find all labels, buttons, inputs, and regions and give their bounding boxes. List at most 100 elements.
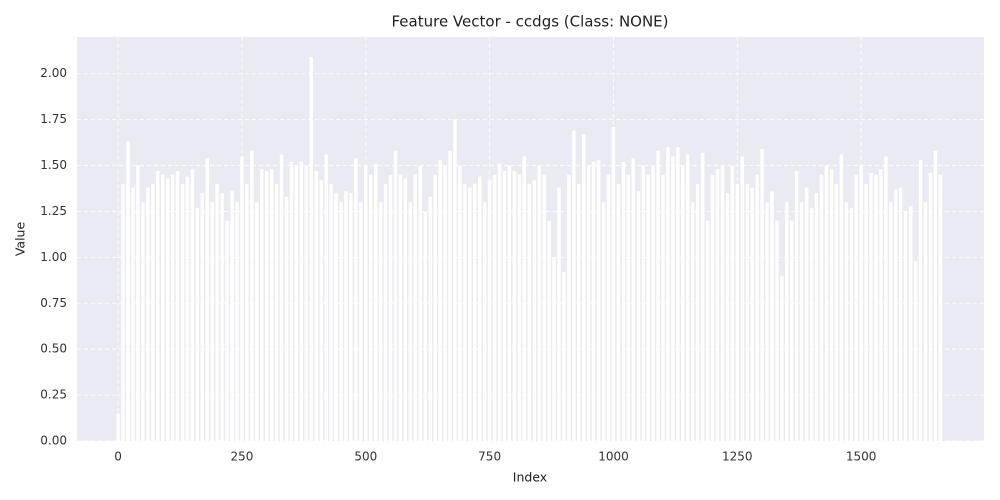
bar bbox=[626, 174, 631, 441]
bar bbox=[785, 202, 789, 441]
bar bbox=[725, 193, 730, 441]
bar bbox=[473, 183, 477, 441]
y-tick-label: 0.25 bbox=[40, 388, 67, 402]
x-tick-label: 500 bbox=[354, 450, 377, 464]
bar bbox=[735, 183, 740, 441]
bar bbox=[453, 119, 457, 442]
bar bbox=[730, 165, 735, 441]
bar bbox=[398, 174, 403, 441]
bar bbox=[116, 413, 120, 441]
bar bbox=[250, 150, 254, 441]
bar bbox=[522, 156, 527, 441]
bar bbox=[304, 165, 309, 441]
bar bbox=[686, 154, 690, 441]
bar bbox=[314, 171, 318, 441]
bar bbox=[834, 183, 839, 441]
bar bbox=[210, 202, 214, 441]
bar bbox=[527, 183, 531, 441]
bar bbox=[160, 174, 165, 441]
bar bbox=[765, 202, 769, 441]
x-axis-label: Index bbox=[513, 470, 547, 485]
bar bbox=[264, 171, 269, 441]
bar bbox=[185, 176, 190, 441]
y-tick-label: 1.00 bbox=[40, 250, 67, 264]
bar bbox=[354, 158, 358, 441]
bar bbox=[468, 187, 472, 441]
bar bbox=[458, 165, 462, 441]
bar bbox=[572, 130, 576, 441]
bar bbox=[492, 174, 497, 441]
bar bbox=[156, 171, 160, 441]
bar bbox=[170, 174, 175, 441]
bar bbox=[339, 202, 343, 441]
bar bbox=[854, 174, 858, 441]
bar bbox=[299, 161, 304, 441]
bar bbox=[378, 202, 383, 441]
bar bbox=[220, 193, 224, 441]
bar bbox=[874, 174, 878, 441]
bar bbox=[448, 150, 452, 441]
bar bbox=[745, 183, 749, 441]
bar bbox=[502, 171, 507, 441]
bar bbox=[269, 169, 274, 441]
bar bbox=[289, 161, 294, 441]
bar bbox=[418, 165, 423, 441]
bar bbox=[255, 202, 259, 441]
bar bbox=[235, 202, 239, 441]
bar bbox=[646, 174, 650, 441]
bar bbox=[413, 174, 418, 441]
bar bbox=[388, 174, 393, 441]
bar bbox=[344, 191, 348, 441]
bar bbox=[864, 183, 868, 441]
bar bbox=[631, 158, 636, 441]
y-tick-label: 0.00 bbox=[40, 434, 67, 448]
y-tick-label: 1.50 bbox=[40, 158, 67, 172]
bar bbox=[606, 174, 611, 441]
bar bbox=[230, 191, 234, 441]
bar bbox=[601, 202, 606, 441]
bar bbox=[215, 183, 219, 441]
bar bbox=[933, 150, 938, 441]
bar bbox=[755, 174, 759, 441]
bar bbox=[200, 193, 205, 441]
x-tick-label: 1500 bbox=[846, 450, 877, 464]
bar bbox=[557, 187, 561, 441]
bar bbox=[923, 202, 928, 441]
bar bbox=[477, 176, 482, 441]
y-tick-label: 1.75 bbox=[40, 112, 67, 126]
bar bbox=[819, 174, 824, 441]
bar bbox=[225, 220, 229, 441]
bar bbox=[849, 207, 853, 441]
bar bbox=[641, 165, 645, 441]
bar bbox=[839, 154, 844, 441]
bar bbox=[928, 172, 933, 441]
bar bbox=[908, 205, 913, 441]
bar bbox=[676, 147, 680, 441]
bar bbox=[567, 174, 571, 441]
bar bbox=[884, 156, 888, 441]
bar bbox=[770, 191, 774, 441]
bar bbox=[621, 161, 626, 441]
bar bbox=[240, 156, 244, 441]
bar bbox=[552, 257, 556, 441]
x-tick-label: 1000 bbox=[598, 450, 629, 464]
bar bbox=[695, 183, 700, 441]
bar bbox=[750, 187, 754, 441]
bar bbox=[443, 165, 447, 441]
bar bbox=[408, 202, 413, 441]
bar bbox=[190, 169, 195, 441]
bar bbox=[656, 150, 660, 441]
y-tick-label: 2.00 bbox=[40, 66, 67, 80]
bar bbox=[359, 202, 363, 441]
bar bbox=[666, 147, 670, 441]
bar bbox=[274, 183, 279, 441]
bar bbox=[279, 154, 284, 441]
bar bbox=[423, 211, 427, 441]
bar bbox=[284, 196, 289, 441]
bar bbox=[903, 211, 908, 441]
bar bbox=[780, 275, 784, 441]
bar bbox=[661, 174, 665, 441]
bar bbox=[889, 202, 893, 441]
bar bbox=[690, 202, 695, 441]
bar bbox=[364, 165, 368, 441]
